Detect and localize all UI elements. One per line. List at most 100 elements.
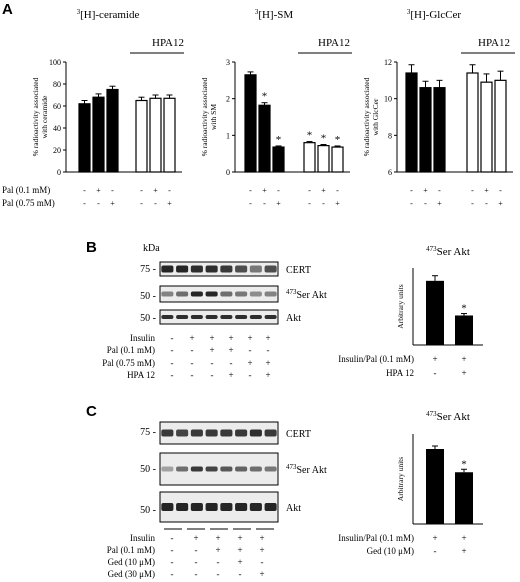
- panel-a-chart-2-row-0-sign-3: -: [471, 186, 474, 195]
- panel-b-blot-label-1: 473Ser Akt: [286, 288, 327, 301]
- panel-a-chart-0-control-bar-1: [92, 96, 105, 173]
- panel_b-chart-title-main: Ser Akt: [437, 246, 470, 258]
- panel-a-chart-2-control-bar-0: [405, 72, 418, 173]
- panel-c-blot-0: [159, 421, 279, 445]
- panel-a-chart-2-row-0-sign-5: -: [499, 186, 502, 195]
- panel-b-row-2-sign-1: -: [191, 358, 194, 368]
- panel-b-row-label-3: HPA 12: [127, 370, 155, 380]
- panel-a-chart-0-row-0-sign-3: -: [140, 186, 143, 195]
- panel-c-blot-1-band-2: [190, 466, 203, 472]
- panel-a-chart-0-control-bar-2: [106, 88, 119, 173]
- panel-c-row-1-sign-4: +: [259, 545, 264, 555]
- panel-c-row-3-sign-1: -: [195, 569, 198, 579]
- panel-a-chart-1-control-bar-0: [244, 74, 257, 173]
- panel-c-blot-1-band-7: [264, 466, 277, 472]
- panel-a-chart-1-row-1-sign-2: +: [276, 199, 281, 208]
- panel-b-row-3-sign-0: -: [171, 370, 174, 380]
- panel-b-blot-0-band-5: [235, 265, 248, 273]
- panel-c-row-1-sign-1: -: [195, 545, 198, 555]
- panel-a-chart-1-ylabel-line-0: % radioactivity associated: [200, 77, 209, 156]
- panel-c-blot-label-2-main: Akt: [286, 503, 301, 514]
- panel-b-blot-1-band-0: [161, 291, 174, 297]
- panel-c-blot-2-band-2: [190, 503, 203, 511]
- panel-b-blot-1: [159, 285, 279, 303]
- panel-a-chart-1-row-0-sign-3: -: [308, 186, 311, 195]
- panel-b-blot-0: [159, 261, 279, 277]
- panel-b-blot-2-band-4: [220, 315, 233, 319]
- panel-c-blot-0-band-0: [161, 429, 174, 437]
- panel-c-blot-2-band-4: [220, 503, 233, 511]
- panel-c-row-label-0: Insulin: [130, 533, 156, 543]
- panel-a-chart-0-row-0-sign-1: +: [96, 186, 101, 195]
- panel-c-blot-0-band-2: [190, 429, 203, 437]
- panel-b-blot-0-frame: [159, 261, 279, 277]
- panel-a-chart-1-row-0-sign-2: -: [277, 186, 280, 195]
- panel-c-blot-label-0: CERT: [286, 429, 311, 440]
- panel_c-chart-row-1-sign-0: -: [434, 546, 437, 556]
- panel-a-chart-0-title-sup: 3: [77, 8, 81, 16]
- panel-b-blot-2: [159, 309, 279, 325]
- panel-c-row-3-sign-3: -: [239, 569, 242, 579]
- panel-b-blot-0-band-1: [176, 265, 189, 273]
- panel_b-chart-row-1-sign-0: -: [434, 368, 437, 378]
- panel-a-chart-0-hpa-label: HPA12: [152, 37, 184, 49]
- panel-a: Pal (0.1 mM)Pal (0.75 mM)3[H]-ceramideHP…: [2, 8, 515, 208]
- panel-b-row-label-0: Insulin: [130, 333, 156, 343]
- panel_c-chart-row-0-sign-0: +: [432, 533, 437, 543]
- panel-b-blot-label-1-main: Ser Akt: [297, 290, 328, 301]
- panel_b-chart: 473Ser Akt Arbitrary units * Insulin/Pal (0…: [338, 245, 483, 378]
- panel-a-chart-2-row-1-sign-5: +: [498, 199, 503, 208]
- panel-a-chart-2-row-1-sign-1: -: [424, 199, 427, 208]
- panel_c-chart-title-sup: 473: [426, 410, 437, 418]
- panel-a-chart-1-control-bar-2: [272, 146, 285, 173]
- panel-c-row-1-sign-0: -: [171, 545, 174, 555]
- panel-a-chart-2-row-1-sign-2: +: [437, 199, 442, 208]
- panel-b-row-0-sign-0: -: [171, 333, 174, 343]
- panel-a-chart-2-control-bar-1: [419, 87, 432, 173]
- panel-b-blot-1-band-6: [249, 291, 262, 297]
- panel-c-blot-0-band-7: [264, 429, 277, 437]
- panel-a-chart-2-hpa-bar-1: [480, 81, 493, 173]
- panel-c-blot-2-band-3: [205, 503, 218, 511]
- panel-a-chart-2-title-main: [H]-GlcCer: [410, 9, 461, 21]
- panel-a-chart-2-ylabel: % radioactivity associatedwith GlcCer: [362, 77, 380, 156]
- panel-c-row-label-2: Ged (10 μM): [108, 557, 155, 567]
- panel-a-chart-0-control-bar-0: [78, 103, 91, 173]
- panel_b-chart-star-1: *: [461, 303, 467, 315]
- panel-b-row-1-sign-3: +: [228, 345, 233, 355]
- panel-a-chart-1-ylabel-line-1: with SM: [209, 104, 218, 130]
- panel-a-chart-2-row-1-sign-4: -: [485, 199, 488, 208]
- panel-b-row-2-sign-0: -: [171, 358, 174, 368]
- panel-c-blot-2-band-7: [264, 503, 277, 511]
- panel-a-chart-0-ylabel-line-0: % radioactivity associated: [31, 77, 40, 156]
- panel-c-row-2-sign-4: -: [261, 557, 264, 567]
- panel-b-blot-1-frame: [159, 285, 279, 303]
- panel-label-b: B: [86, 239, 97, 256]
- panel-b-blot-2-frame: [159, 309, 279, 325]
- panel-b-blot-label-0: CERT: [286, 265, 311, 276]
- panel-c-blot-1-band-1: [176, 466, 189, 472]
- panel-b-row-1-sign-5: -: [267, 345, 270, 355]
- panel-a-chart-2-title: 3[H]-GlcCer: [407, 8, 462, 21]
- panel-b-blot-2-band-6: [249, 315, 262, 319]
- panel-c-row-0-sign-3: +: [237, 533, 242, 543]
- panel-b-blot-1-band-5: [235, 291, 248, 297]
- panel-b-blot-0-band-4: [220, 265, 233, 273]
- panel-a-chart-0-row-0-sign-0: -: [83, 186, 86, 195]
- panel-b-row-2-sign-3: -: [230, 358, 233, 368]
- panel-a-chart-1-row-0-sign-5: -: [336, 186, 339, 195]
- panel-c-row-0-sign-0: -: [171, 533, 174, 543]
- panel-a-chart-0-row-1-sign-4: -: [154, 199, 157, 208]
- panel-a-chart-1-hpa-label: HPA12: [318, 37, 350, 49]
- panel-a-chart-2-tick-label-3: 12: [384, 58, 392, 67]
- panel-a-chart-2-tick-label-1: 8: [388, 131, 392, 140]
- panel-b-row-2-sign-5: +: [265, 358, 270, 368]
- panel-a-chart-1-hpa-bar-0: [303, 142, 316, 173]
- panel-b-blot-2-band-1: [176, 315, 189, 319]
- panel-a-chart-2-tick-label-2: 10: [384, 95, 392, 104]
- panel-c-blot-1: [159, 452, 279, 486]
- panel-a-chart-0-ylabel: % radioactivity associatedwith ceramide: [31, 77, 49, 156]
- panel-c-row-3-sign-0: -: [171, 569, 174, 579]
- panel-a-chart-1-row-1-sign-4: -: [322, 199, 325, 208]
- panel-c-blot-2-band-5: [235, 503, 248, 511]
